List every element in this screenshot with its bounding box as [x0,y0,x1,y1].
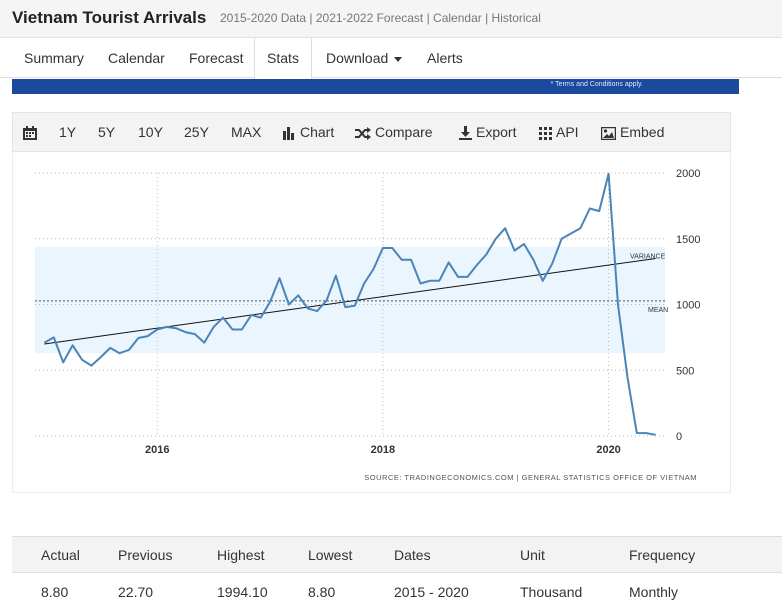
stats-value-highest: 1994.10 [217,584,268,600]
page-subtitle[interactable]: 2015-2020 Data | 2021-2022 Forecast | Ca… [220,11,541,25]
y-tick-label: 2000 [676,168,700,180]
download-icon [459,126,472,141]
mean-label: MEAN [648,307,668,314]
y-tick-label: 1500 [676,234,700,246]
grid-icon [539,126,552,140]
range-25y[interactable]: 25Y [184,124,209,140]
banner-terms: * Terms and Conditions apply. [550,81,643,88]
tab-summary[interactable]: Summary [24,50,84,66]
y-tick-label: 1000 [676,300,700,312]
shuffle-icon [355,126,371,140]
stats-header-actual: Actual [41,547,80,563]
stats-value-dates: 2015 - 2020 [394,584,469,600]
compare-button[interactable]: Compare [355,113,433,151]
stats-value-frequency: Monthly [629,584,679,600]
trend-line [44,257,656,345]
export-button-label: Export [476,124,517,140]
x-tick-label: 2016 [145,444,169,456]
stats-value-previous: 22.70 [118,584,154,600]
page-title: Vietnam Tourist Arrivals [12,8,207,27]
tab-forecast[interactable]: Forecast [189,50,244,66]
stats-header-unit: Unit [520,547,545,563]
chart-area: 0 500 1000 1500 2000 2016 2018 2020 MEAN VARIANCE… [12,153,731,493]
tab-download-label: Download [326,50,389,66]
export-button[interactable]: Export [459,113,516,151]
embed-button[interactable]: Embed [601,113,664,151]
stats-header-dates: Dates [394,547,431,563]
chart-button[interactable]: Chart [283,113,334,151]
x-tick-label: 2018 [371,444,395,456]
tab-download[interactable]: Download [326,38,403,78]
bar-chart-icon [283,126,294,140]
range-5y[interactable]: 5Y [98,124,116,140]
tab-stats[interactable]: Stats [254,38,312,79]
stats-header-frequency: Frequency [629,547,696,563]
stats-value-unit: Thousand [520,584,583,600]
range-1y[interactable]: 1Y [59,124,77,140]
chart-button-label: Chart [300,124,335,140]
stats-header-previous: Previous [118,547,173,563]
series-line [43,172,656,436]
stats-header-row [12,537,782,573]
variance-band [35,246,665,354]
api-button-label: API [556,124,579,140]
tab-calendar[interactable]: Calendar [108,50,165,66]
tab-alerts[interactable]: Alerts [427,50,463,66]
compare-button-label: Compare [375,124,433,140]
image-icon [601,126,616,140]
stats-value-actual: 8.80 [41,584,69,600]
chart-source: SOURCE: TRADINGECONOMICS.COM | GENERAL S… [364,473,697,482]
stats-value-lowest: 8.80 [308,584,336,600]
y-tick-label: 500 [676,365,694,377]
chevron-down-icon [394,56,403,62]
range-10y[interactable]: 10Y [138,124,163,140]
title-bar: Vietnam Tourist Arrivals 2015-2020 Data … [0,0,782,38]
ad-banner[interactable]: * Terms and Conditions apply. [12,79,739,94]
range-max[interactable]: MAX [231,124,262,140]
stats-header-lowest: Lowest [308,547,353,563]
nav-tabs: Summary Calendar Forecast Stats Download… [0,38,782,79]
x-tick-label: 2020 [596,444,620,456]
chart-toolbar: 1Y 5Y 10Y 25Y MAX Chart Compare Export A… [12,112,731,152]
y-tick-label: 0 [676,431,682,443]
stats-header-highest: Highest [217,547,265,563]
line-chart[interactable]: 0 500 1000 1500 2000 2016 2018 2020 MEAN VARIANCE… [13,153,732,493]
embed-button-label: Embed [620,124,665,140]
variance-label: VARIANCE [630,254,666,261]
stats-table: Actual Previous Highest Lowest Dates Unit Freq… [12,536,782,611]
calendar-icon[interactable] [23,113,41,151]
api-button[interactable]: API [539,113,579,151]
